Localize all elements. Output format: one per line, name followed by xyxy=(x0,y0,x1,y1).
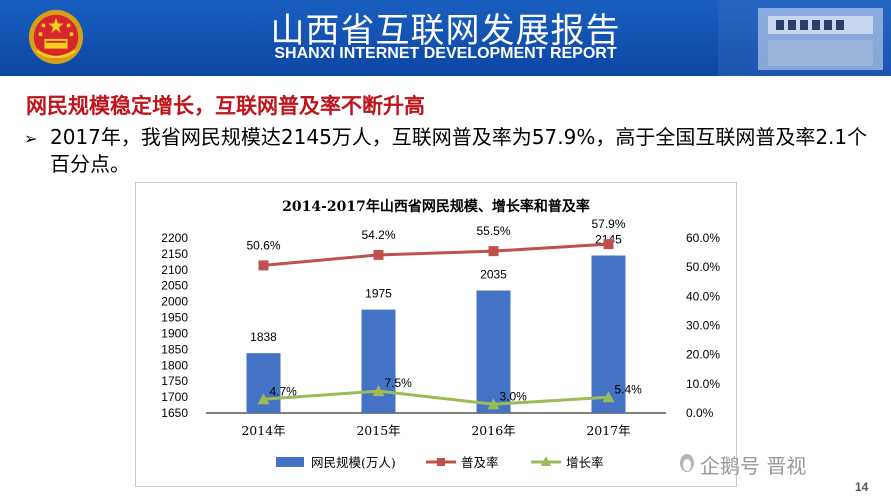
legend-label: 网民规模(万人) xyxy=(311,455,396,470)
line-data-label: 3.0% xyxy=(500,389,528,403)
line-marker-triangle xyxy=(257,393,270,405)
bar xyxy=(591,255,626,413)
y-right-tick-label: 50.0% xyxy=(686,260,720,274)
bullet-text: 2017年，我省网民规模达2145万人，互联网普及率为57.9%，高于全国互联网… xyxy=(50,125,868,176)
line-data-label: 57.9% xyxy=(591,217,625,231)
line-marker-square xyxy=(373,249,384,260)
series-line xyxy=(263,242,609,267)
y-right-tick-label: 40.0% xyxy=(686,289,720,303)
legend-swatch-bar xyxy=(276,457,304,467)
y-right-tick-label: 60.0% xyxy=(686,231,720,245)
y-left-tick-label: 1850 xyxy=(161,342,188,356)
y-left-tick-label: 1950 xyxy=(161,311,188,325)
y-right-tick-label: 10.0% xyxy=(686,377,720,391)
building-graphic-icon xyxy=(718,0,891,76)
report-title: 山西省互联网发展报告 xyxy=(270,11,621,51)
y-left-tick-label: 1800 xyxy=(161,358,188,372)
line-data-label: 7.5% xyxy=(385,376,413,390)
series-line xyxy=(263,389,609,406)
line-marker-triangle xyxy=(487,398,500,410)
bar-data-label: 1975 xyxy=(365,287,392,301)
line-marker-triangle xyxy=(602,391,615,403)
legend-marker-triangle xyxy=(541,456,551,466)
bar xyxy=(361,309,396,413)
line-marker-square xyxy=(258,260,269,271)
y-left-tick-label: 2050 xyxy=(161,279,188,293)
line-data-label: 4.7% xyxy=(270,384,298,398)
y-right-tick-label: 20.0% xyxy=(686,348,720,362)
line-data-label: 54.2% xyxy=(361,228,395,242)
national-emblem-icon xyxy=(28,9,84,65)
y-left-tick-label: 2000 xyxy=(161,295,188,309)
x-tick-label: 2016年 xyxy=(471,423,515,438)
y-left-tick-label: 1700 xyxy=(161,390,188,404)
x-tick-label: 2017年 xyxy=(586,423,630,438)
y-left-tick-label: 1750 xyxy=(161,374,188,388)
chart-container: 2014-2017年山西省网民规模、增长率和普及率 1650 1700 1750 180… xyxy=(135,182,737,487)
x-tick-label: 2015年 xyxy=(356,423,400,438)
y-left-tick-label: 1650 xyxy=(161,406,188,420)
combo-chart: 2014-2017年山西省网民规模、增长率和普及率 1650 1700 1750 180… xyxy=(161,198,720,470)
chart-title: 2014-2017年山西省网民规模、增长率和普及率 xyxy=(282,198,590,215)
line-marker-square xyxy=(488,246,499,257)
y-left-tick-label: 1900 xyxy=(161,326,188,340)
legend-marker-square xyxy=(437,458,445,466)
y-right-tick-label: 0.0% xyxy=(686,406,714,420)
y-right-tick-label: 30.0% xyxy=(686,319,720,333)
line-marker-square xyxy=(603,239,614,250)
watermark: 企鹅号 晋视 xyxy=(700,454,807,478)
bullet-arrow-icon: ➢ xyxy=(24,129,38,148)
line-data-label: 50.6% xyxy=(246,238,280,252)
penguin-icon xyxy=(680,454,694,472)
line-data-label: 5.4% xyxy=(615,382,643,396)
line-marker-triangle xyxy=(372,385,385,397)
line-data-label: 55.5% xyxy=(476,224,510,238)
report-subtitle: SHANXI INTERNET DEVELOPMENT REPORT xyxy=(274,45,617,62)
y-left-tick-label: 2100 xyxy=(161,263,188,277)
bar xyxy=(476,290,511,413)
legend-label: 增长率 xyxy=(566,455,604,470)
bar-data-label: 1838 xyxy=(250,330,277,344)
bar-data-label: 2035 xyxy=(480,268,507,282)
x-tick-label: 2014年 xyxy=(241,423,285,438)
header-banner: 山西省互联网发展报告 SHANXI INTERNET DEVELOPMENT R… xyxy=(0,0,891,76)
slide-heading: 网民规模稳定增长，互联网普及率不断升高 xyxy=(26,94,425,118)
page-number: 14 xyxy=(855,480,869,494)
legend-label: 普及率 xyxy=(461,455,499,470)
y-left-tick-label: 2200 xyxy=(161,231,188,245)
y-left-tick-label: 2150 xyxy=(161,247,188,261)
